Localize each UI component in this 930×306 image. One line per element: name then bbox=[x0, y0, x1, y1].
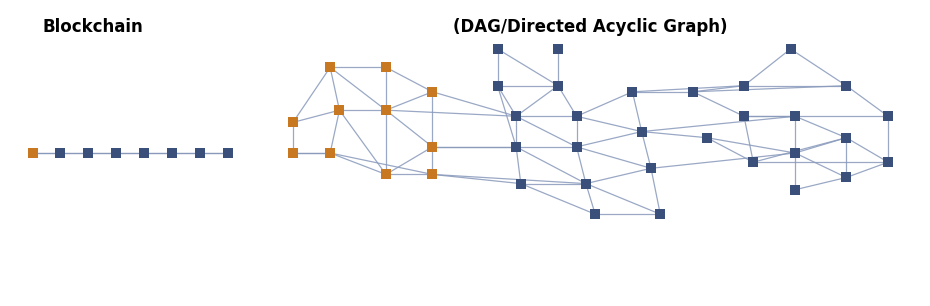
Text: Blockchain: Blockchain bbox=[43, 18, 143, 36]
Text: (DAG/Directed Acyclic Graph): (DAG/Directed Acyclic Graph) bbox=[453, 18, 728, 36]
